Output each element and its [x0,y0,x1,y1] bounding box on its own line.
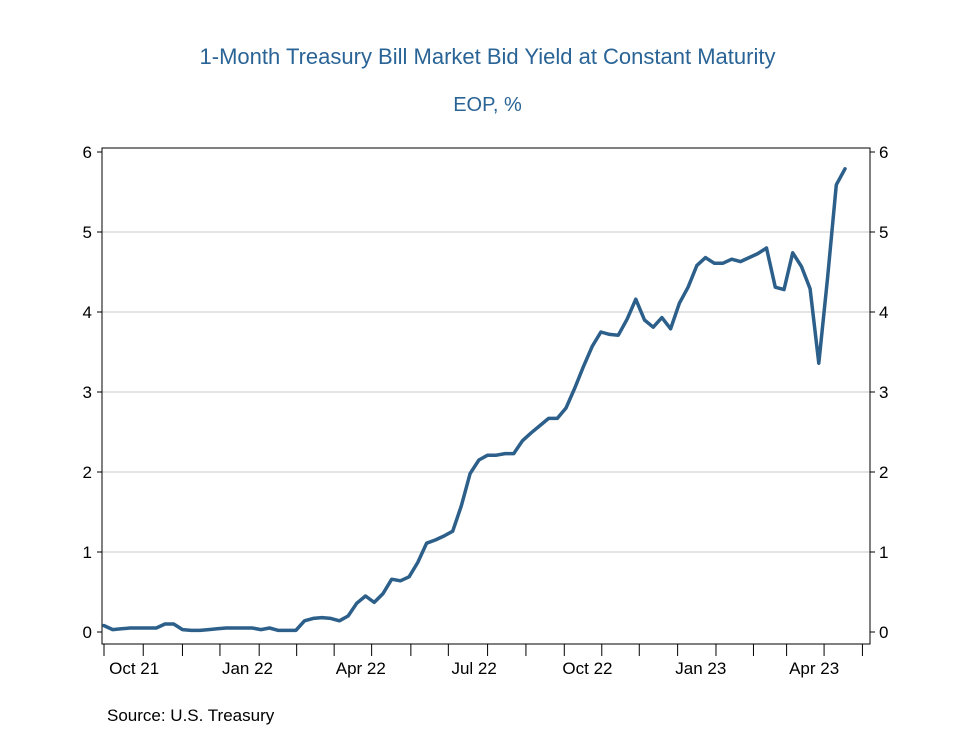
y-tick-label-left: 4 [83,303,92,322]
x-tick-label: Apr 22 [336,659,386,678]
y-tick-label-right: 2 [879,463,888,482]
y-tick-label-left: 2 [83,463,92,482]
y-tick-label-left: 1 [83,543,92,562]
y-tick-label-left: 6 [83,143,92,162]
x-tick-label: Oct 21 [109,659,159,678]
y-tick-label-right: 0 [879,623,888,642]
source-note: Source: U.S. Treasury [107,706,275,725]
chart-title: 1-Month Treasury Bill Market Bid Yield a… [199,44,776,69]
y-tick-label-left: 5 [83,223,92,242]
x-tick-label: Jan 22 [222,659,273,678]
x-tick-label: Oct 22 [562,659,612,678]
x-tick-label: Jan 23 [675,659,726,678]
y-tick-label-right: 6 [879,143,888,162]
y-tick-label-right: 1 [879,543,888,562]
y-tick-label-left: 0 [83,623,92,642]
x-tick-label: Apr 23 [789,659,839,678]
y-tick-label-left: 3 [83,383,92,402]
x-tick-label: Jul 22 [451,659,496,678]
chart-subtitle: EOP, % [453,94,522,116]
y-tick-label-right: 4 [879,303,888,322]
y-tick-label-right: 5 [879,223,888,242]
y-tick-label-right: 3 [879,383,888,402]
plot-frame [101,147,871,645]
series-line [102,167,847,633]
